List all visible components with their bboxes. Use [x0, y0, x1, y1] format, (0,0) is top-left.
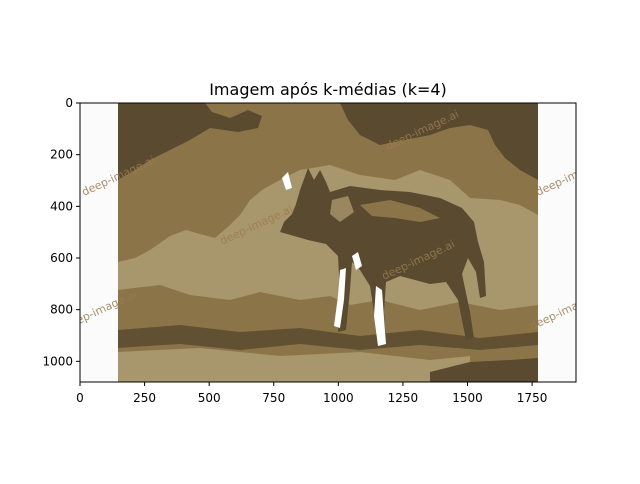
x-tick-label: 1500 [452, 391, 483, 405]
x-tick-label: 0 [76, 391, 84, 405]
wolf-figure [280, 168, 486, 346]
image-region-mid [118, 103, 538, 262]
y-axis: 0 200 400 600 800 1000 [42, 96, 80, 368]
plot-area: deep-image.ai deep-image.ai deep-image.a… [80, 103, 576, 382]
x-tick-label: 1750 [517, 391, 548, 405]
image-region-dark-top-left [118, 103, 262, 180]
wolf-highlight-chest [334, 268, 346, 328]
y-tick-label: 600 [50, 251, 73, 265]
axes-frame [79, 102, 577, 383]
wolf-highlight-leg [374, 286, 386, 346]
y-tick-label: 800 [50, 303, 73, 317]
x-tick-label: 250 [133, 391, 156, 405]
y-tick-label: 400 [50, 199, 73, 213]
x-tick-label: 1000 [323, 391, 354, 405]
x-tick-label: 750 [262, 391, 285, 405]
chart-title: Imagem após k-médias (k=4) [209, 80, 447, 99]
quantized-image: deep-image.ai deep-image.ai deep-image.a… [80, 103, 576, 382]
wolf-highlight-mane [352, 252, 362, 270]
image-region-dark-grass [118, 325, 538, 350]
x-axis: 0 250 500 750 1000 1250 1500 1750 [76, 382, 547, 405]
wolf-fur-light [360, 200, 440, 222]
image-region-dark-top-right [340, 103, 538, 180]
x-tick-label: 500 [198, 391, 221, 405]
image-region-dark-bottom-right [430, 358, 538, 382]
wolf-highlight-ear [282, 172, 292, 190]
image-region-light-bottom [118, 348, 470, 382]
x-tick-label: 1250 [388, 391, 419, 405]
y-tick-label: 0 [65, 96, 73, 110]
y-tick-label: 1000 [42, 354, 73, 368]
y-tick-label: 200 [50, 148, 73, 162]
wolf-fur-light-2 [330, 196, 354, 222]
